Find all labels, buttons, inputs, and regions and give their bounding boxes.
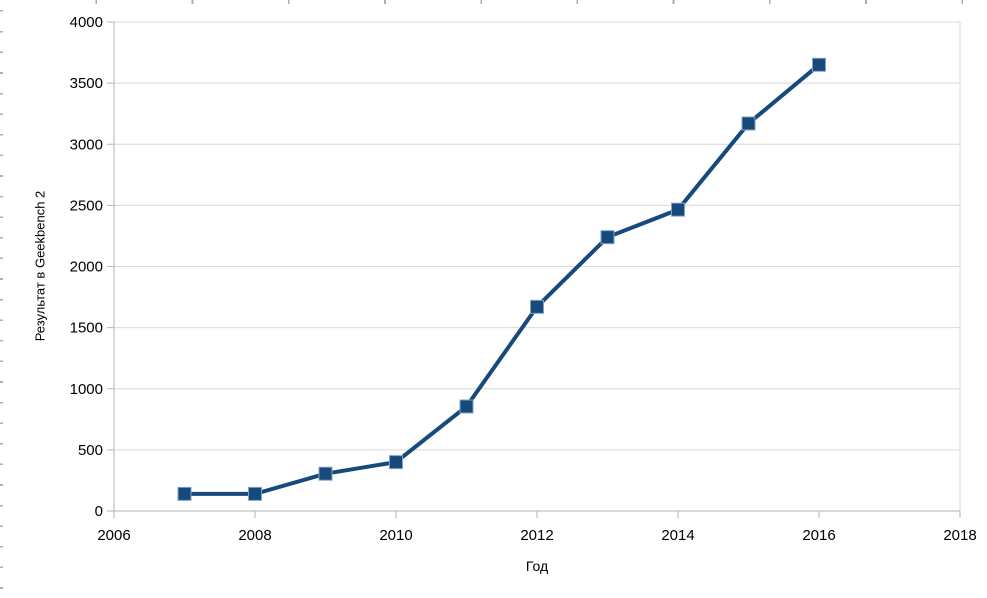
x-axis-title: Год (525, 558, 549, 574)
data-point-marker (318, 466, 333, 481)
x-tick-label: 2006 (97, 527, 130, 544)
y-tick-label: 1500 (70, 320, 103, 337)
y-tick-label: 3500 (70, 75, 103, 92)
x-tick-label: 2014 (661, 527, 694, 544)
x-tick-label: 2008 (238, 527, 271, 544)
data-point-marker (812, 57, 826, 72)
data-point-marker (389, 455, 403, 470)
left-edge-tick-marks (0, 0, 3, 598)
y-tick-label: 4000 (70, 14, 103, 31)
top-edge-tick-marks (0, 0, 987, 4)
x-tick-label: 2012 (520, 527, 553, 544)
data-point-marker (177, 486, 192, 501)
y-axis-title: Результат в Geekbench 2 (32, 190, 48, 342)
data-point-marker (248, 486, 262, 501)
y-tick-label: 2000 (70, 259, 103, 276)
y-tick-label: 1000 (70, 381, 103, 398)
y-tick-label: 3000 (70, 136, 103, 153)
y-tick-label: 0 (95, 503, 103, 520)
x-tick-label: 2018 (943, 527, 976, 544)
y-tick-label: 2500 (70, 197, 103, 214)
data-series-line (184, 63, 821, 496)
data-point-marker (459, 399, 474, 414)
y-tick-label: 500 (78, 442, 103, 459)
data-point-marker (671, 202, 685, 217)
data-point-marker (530, 299, 544, 314)
x-tick-label: 2016 (802, 527, 835, 544)
data-point-marker (600, 230, 615, 245)
data-point-marker (741, 116, 756, 131)
x-tick-label: 2010 (379, 527, 412, 544)
